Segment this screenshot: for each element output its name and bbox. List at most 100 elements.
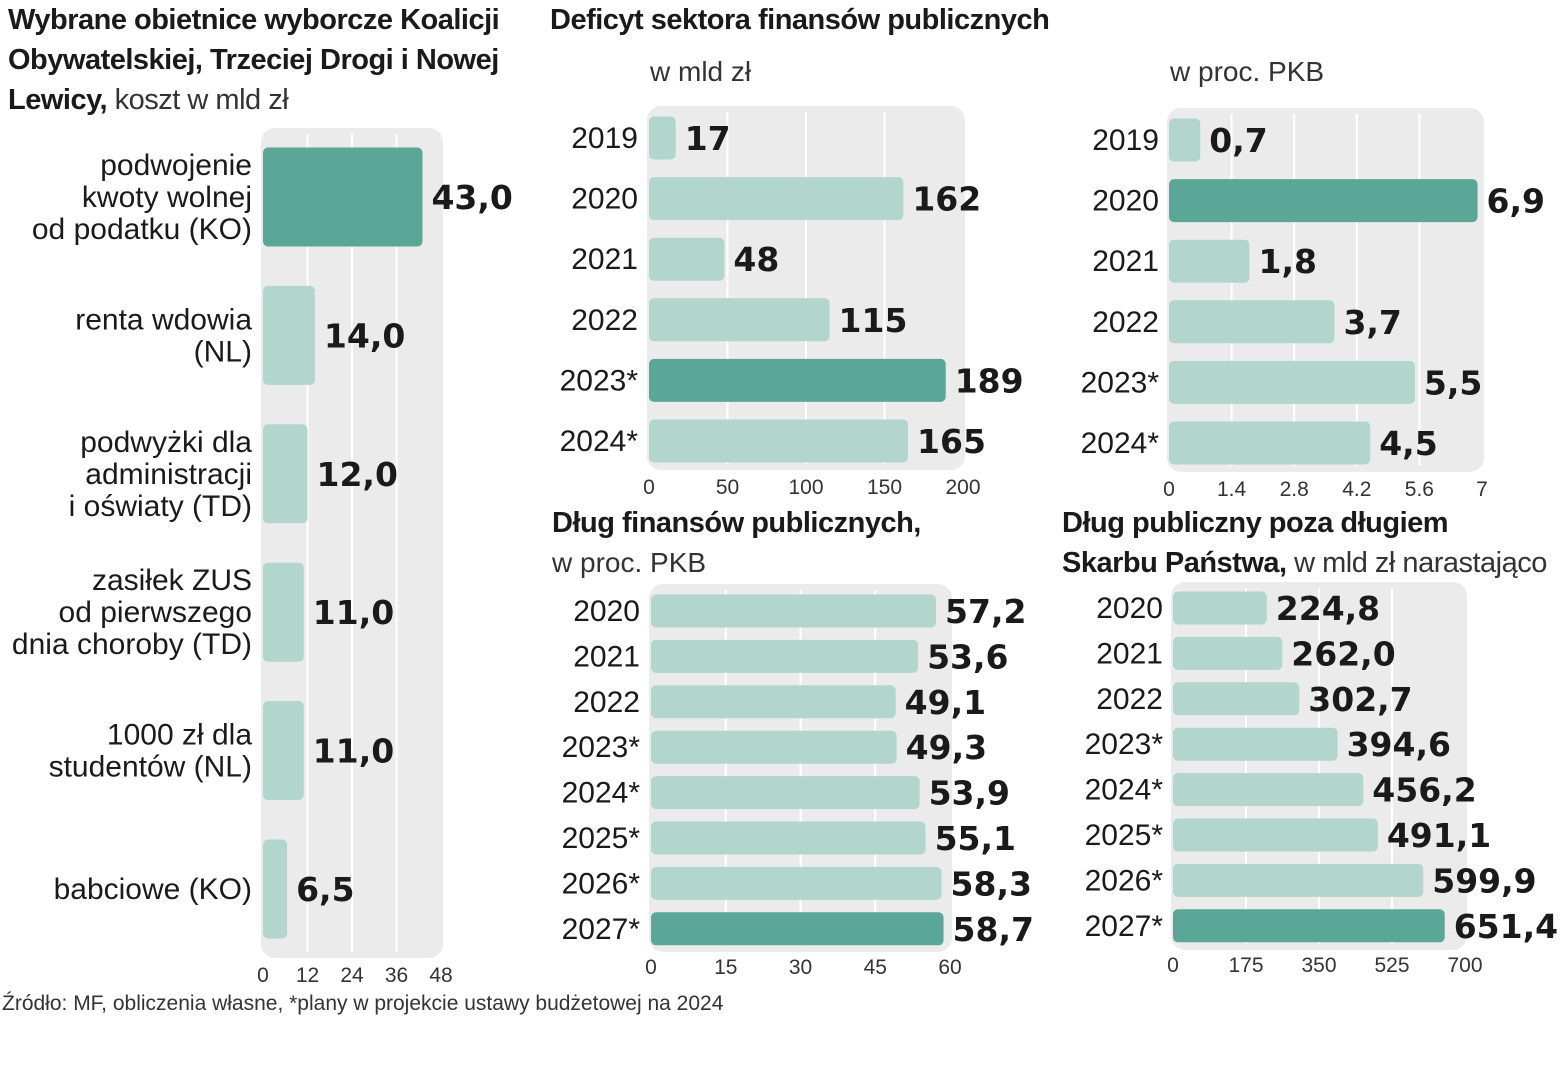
debt_gdp-value-label: 53,9 (929, 774, 1010, 813)
debt_outside-bar (1173, 591, 1267, 625)
debt_outside-category-label: 2025* (1085, 819, 1164, 852)
promises-value-label: 11,0 (313, 732, 394, 771)
deficit_bn-value-label: 115 (839, 301, 908, 340)
deficit_bn-tick-label: 100 (788, 476, 823, 499)
deficit_bn-bar (649, 116, 676, 160)
promises-category-label: administracji (85, 458, 252, 491)
debt_gdp-bar (651, 866, 942, 900)
deficit_bn-value-label: 162 (912, 180, 981, 219)
promises-category-label: od podatku (KO) (32, 213, 252, 246)
debt_gdp-tick-label: 60 (938, 956, 961, 979)
debt_outside-tick-label: 350 (1301, 954, 1336, 977)
debt_outside-tick-label: 175 (1228, 954, 1263, 977)
deficit_gdp-bar (1169, 239, 1250, 283)
promises-value-label: 6,5 (296, 870, 354, 909)
deficit_gdp-bar (1169, 118, 1201, 162)
debt_gdp-bar (651, 776, 920, 810)
deficit_bn-value-label: 165 (917, 422, 986, 461)
promises-bar (263, 562, 304, 662)
promises-category-label: (NL) (194, 335, 252, 368)
promises-category-label: renta wdowia (75, 303, 252, 336)
debt_gdp-bar (651, 639, 919, 673)
promises-title-line-3: Lewicy, koszt w mld zł (8, 80, 499, 120)
debt_outside-value-label: 456,2 (1372, 771, 1476, 810)
debt_gdp-bar (651, 685, 896, 719)
debt_outside-tick-label: 525 (1374, 954, 1409, 977)
debt_gdp-value-label: 55,1 (935, 819, 1016, 858)
debt-outside-title-bold: Skarbu Państwa, (1062, 547, 1287, 579)
debt_gdp-category-label: 2025* (562, 822, 641, 855)
promises-subtitle: koszt w mld zł (107, 84, 289, 116)
promises-category-label: podwyżki dla (80, 426, 252, 459)
deficit_gdp-category-label: 2023* (1081, 366, 1160, 399)
debt_outside-category-label: 2027* (1085, 910, 1164, 943)
deficit_bn-bar (649, 358, 946, 402)
deficit_gdp-category-label: 2024* (1081, 427, 1160, 460)
promises-bar (263, 839, 288, 939)
debt_gdp-tick-label: 15 (714, 956, 737, 979)
promises-bar (263, 285, 315, 385)
debt_outside-category-label: 2021 (1096, 637, 1163, 670)
promises-tick-label: 24 (340, 964, 364, 987)
deficit_bn-tick-label: 200 (945, 476, 980, 499)
promises-category-label: studentów (NL) (49, 751, 252, 784)
debt_outside-bar (1173, 636, 1283, 670)
debt_outside-category-label: 2022 (1096, 683, 1163, 716)
debt_gdp-category-label: 2027* (562, 913, 641, 946)
deficit_gdp-bar (1169, 421, 1371, 465)
promises-category-label: babciowe (KO) (54, 873, 252, 906)
deficit_bn-bar (649, 298, 830, 342)
promises-category-label: dnia choroby (TD) (12, 628, 252, 661)
promises-tick-label: 48 (429, 964, 452, 987)
deficit_bn-value-label: 48 (733, 240, 779, 279)
debt_gdp-value-label: 58,3 (951, 864, 1032, 903)
debt_outside-value-label: 491,1 (1387, 816, 1491, 855)
promises-category-label: zasiłek ZUS (92, 564, 252, 597)
debt_outside-bar (1173, 727, 1338, 761)
deficit_gdp-tick-label: 0 (1163, 478, 1175, 501)
debt-outside-title-line-1: Dług publiczny poza długiem (1062, 507, 1449, 539)
deficit_gdp-category-label: 2019 (1092, 124, 1159, 157)
deficit_bn-value-label: 189 (955, 361, 1024, 400)
deficit-title: Deficyt sektora finansów publicznych (550, 4, 1050, 36)
debt-outside-subtitle: w mld zł narastająco (1286, 547, 1547, 579)
deficit_gdp-bar (1169, 179, 1478, 223)
deficit_gdp-category-label: 2021 (1092, 245, 1159, 278)
promises-title-bold: Lewicy, (8, 84, 108, 116)
debt_outside-bar (1173, 863, 1424, 897)
debt_gdp-category-label: 2026* (562, 867, 641, 900)
debt_gdp-tick-label: 0 (645, 956, 657, 979)
debt_gdp-value-label: 49,1 (905, 683, 986, 722)
deficit_bn-value-label: 17 (685, 119, 731, 158)
deficit-gdp-subtitle: w proc. PKB (1170, 56, 1325, 87)
deficit_gdp-value-label: 6,9 (1487, 182, 1545, 221)
deficit_gdp-tick-label: 5.6 (1405, 478, 1434, 501)
debt_outside-bar (1173, 909, 1445, 943)
debt_gdp-category-label: 2024* (562, 777, 641, 810)
debt_outside-bar (1173, 818, 1378, 852)
deficit_gdp-value-label: 3,7 (1343, 303, 1401, 342)
deficit_bn-category-label: 2024* (560, 425, 639, 458)
debt_outside-bar (1173, 682, 1300, 716)
debt_gdp-category-label: 2020 (573, 595, 640, 628)
deficit_gdp-value-label: 1,8 (1258, 242, 1316, 281)
deficit_gdp-panel (1167, 108, 1484, 472)
deficit_gdp-tick-label: 4.2 (1342, 478, 1371, 501)
deficit_gdp-value-label: 5,5 (1424, 363, 1482, 402)
promises-category-label: kwoty wolnej (82, 181, 252, 214)
promises-title: Wybrane obietnice wyborcze Koalicji Obyw… (8, 0, 500, 120)
promises-bar (263, 147, 423, 247)
debt-outside-title: Dług publiczny poza długiem Skarbu Państ… (1062, 503, 1547, 583)
debt_gdp-value-label: 58,7 (953, 910, 1034, 949)
deficit_bn-bar (649, 177, 904, 221)
promises-value-label: 11,0 (313, 593, 394, 632)
deficit_gdp-category-label: 2020 (1092, 185, 1159, 218)
source-note: Źródło: MF, obliczenia własne, *plany w … (2, 992, 724, 1015)
deficit_bn-category-label: 2022 (571, 304, 638, 337)
deficit_bn-category-label: 2021 (571, 243, 638, 276)
promises-value-label: 43,0 (431, 178, 512, 217)
promises-value-label: 12,0 (317, 455, 398, 494)
debt_outside-value-label: 302,7 (1308, 680, 1412, 719)
promises-tick-label: 0 (257, 964, 269, 987)
debt_gdp-value-label: 49,3 (906, 728, 987, 767)
